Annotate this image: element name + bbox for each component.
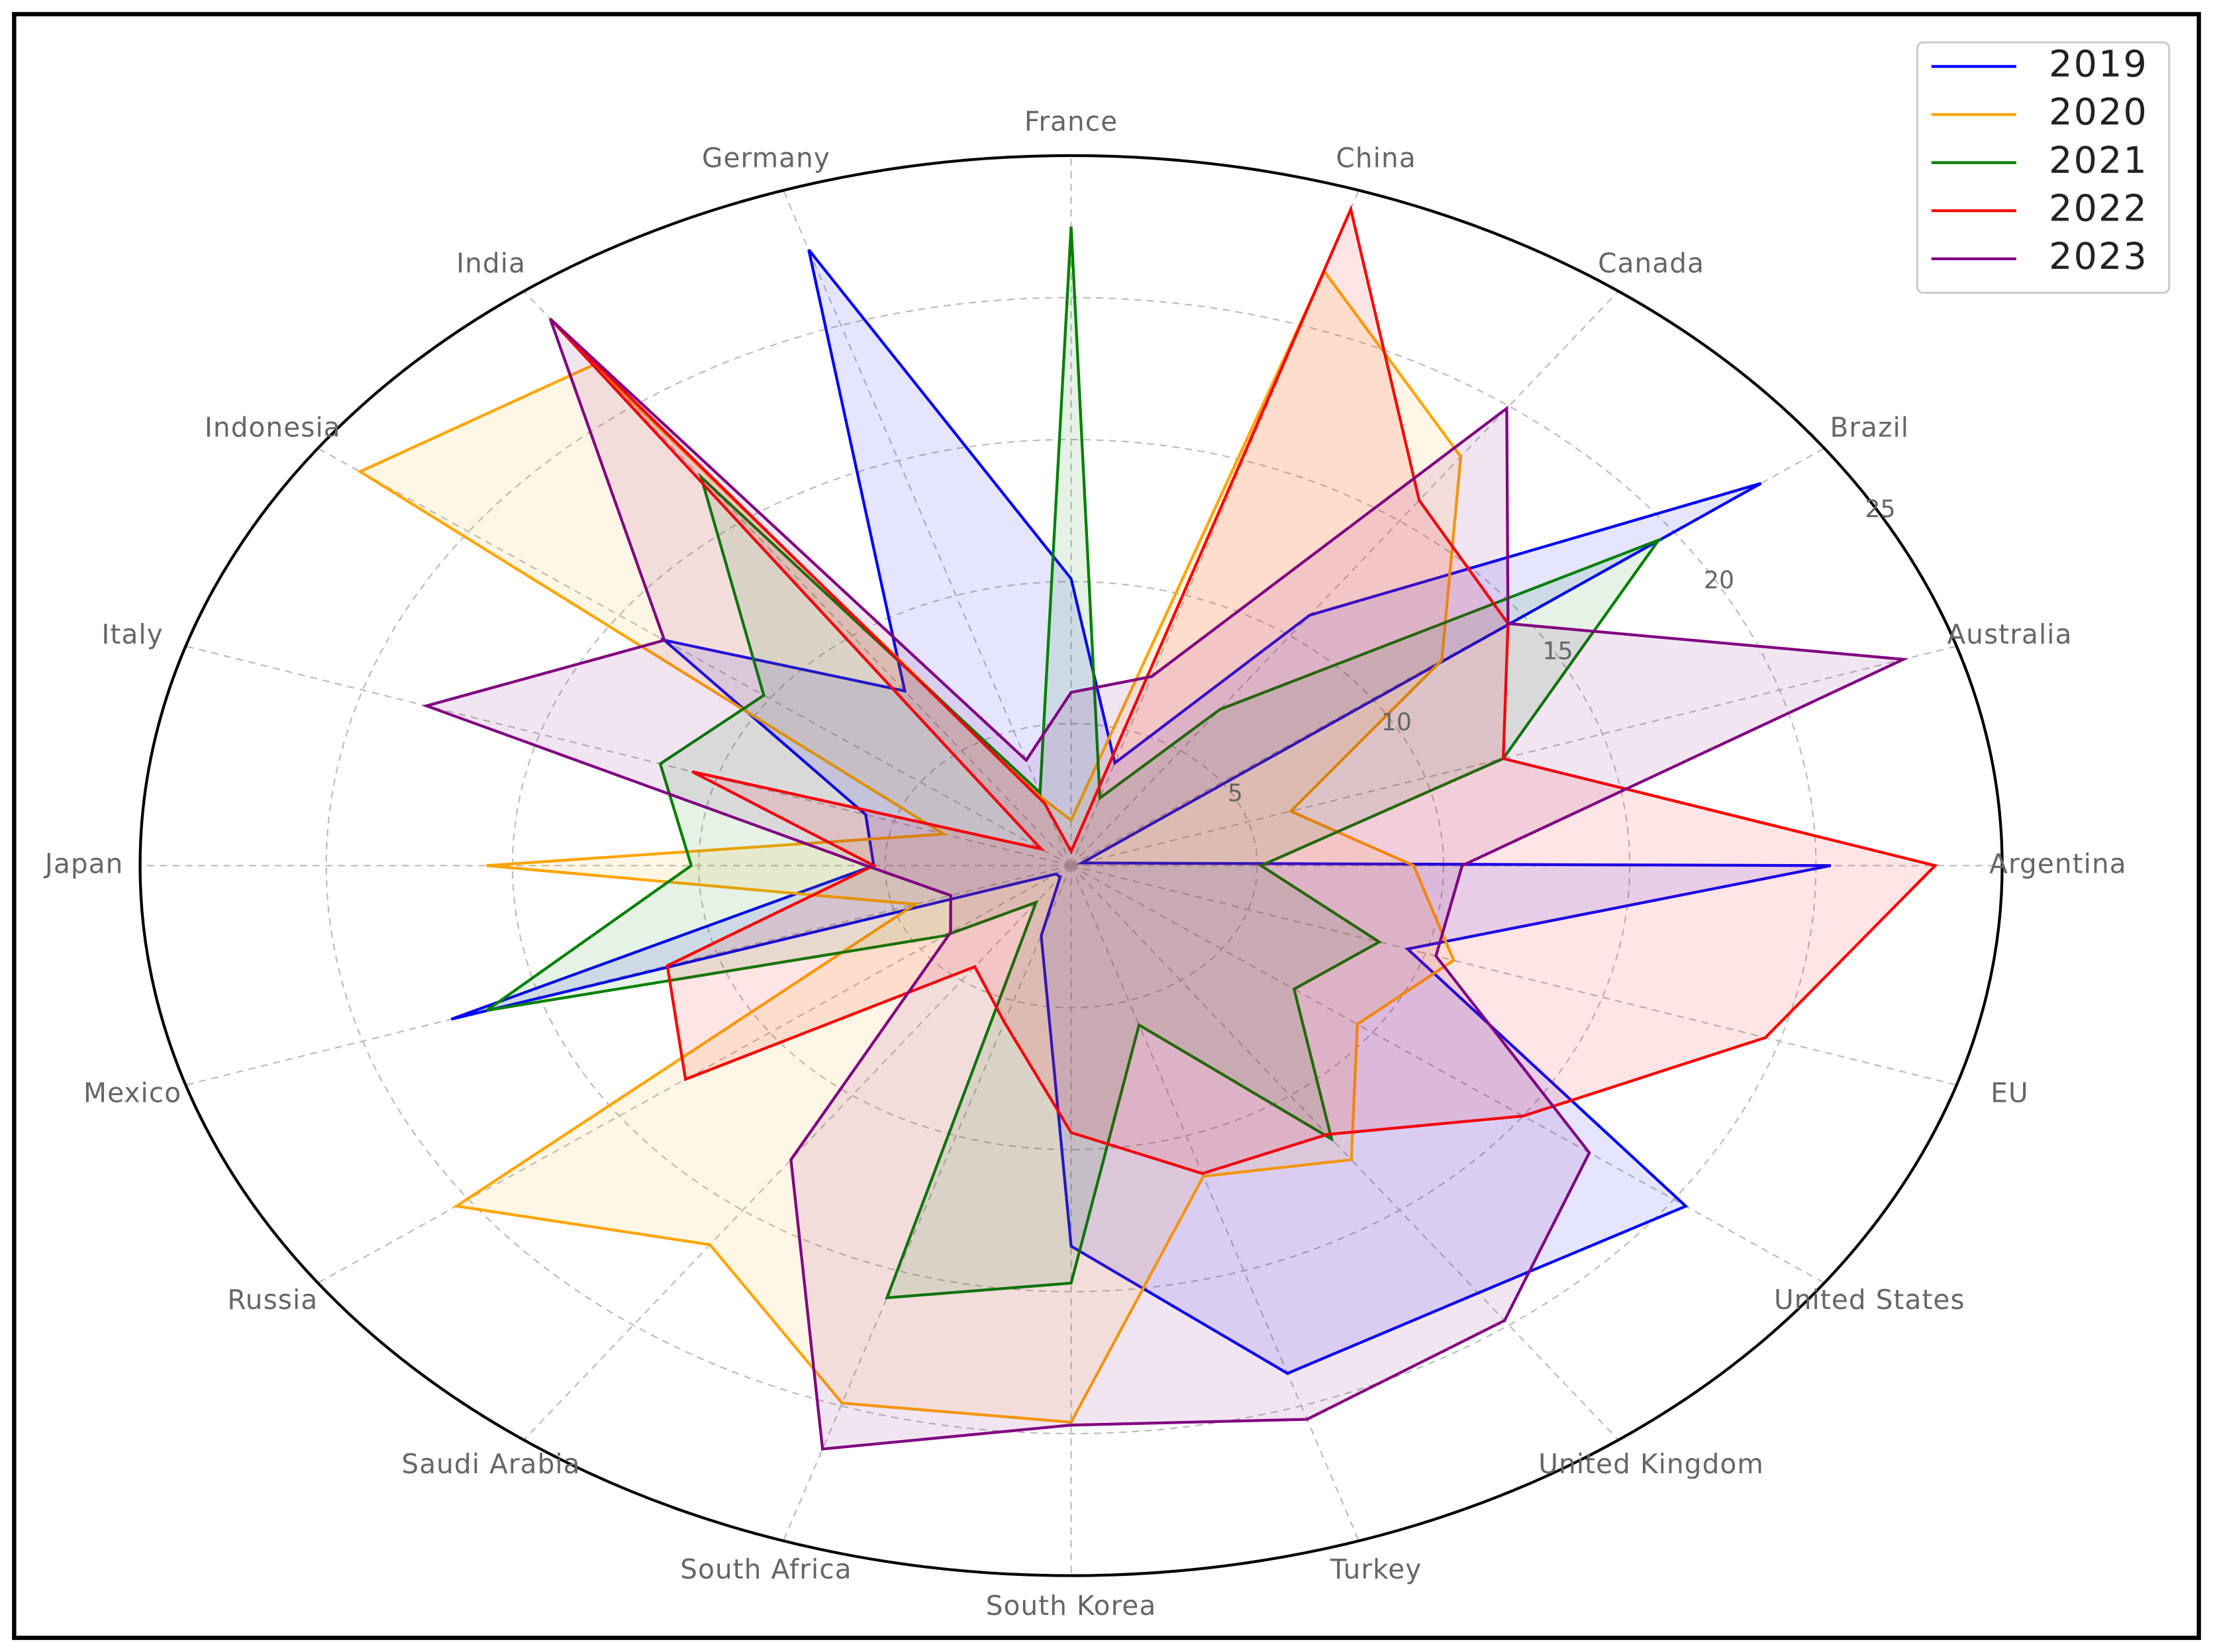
series-area (485, 226, 1663, 1300)
radial-tick-label: 20 (1704, 565, 1734, 594)
category-label: United Kingdom (1538, 1448, 1764, 1480)
category-label: France (1024, 106, 1118, 138)
labels: 5 10 15 20 25 Argentina Australia Brazil Canada C… (43, 106, 2127, 1622)
category-label: Australia (1947, 618, 2072, 650)
spoke (1070, 865, 1360, 1541)
series-area (422, 317, 1909, 1451)
category-label: Japan (43, 848, 124, 879)
category-label: Turkey (1330, 1553, 1422, 1585)
category-label: India (456, 248, 526, 279)
category-label: Saudi Arabia (401, 1448, 580, 1480)
category-label: Mexico (83, 1077, 181, 1109)
spoke (783, 865, 1072, 1541)
radial-tick-label: 5 (1228, 779, 1243, 807)
category-label: United States (1774, 1284, 1965, 1316)
category-label: Germany (702, 142, 830, 174)
frame (12, 12, 2201, 1640)
category-label: Brazil (1830, 412, 1909, 444)
spoke (523, 291, 1072, 867)
legend-label: 2023 (2049, 235, 2148, 278)
radial-tick-label: 15 (1542, 637, 1573, 665)
outer-ring (138, 154, 2004, 1577)
spoke (1070, 291, 1619, 867)
category-label: Argentina (1989, 848, 2127, 879)
grid (138, 154, 2004, 1577)
category-label: Italy (101, 618, 163, 650)
category-label: Canada (1598, 248, 1704, 279)
legend: 2019 2020 2021 2022 2023 (1916, 41, 2171, 294)
category-label: EU (1991, 1077, 2028, 1109)
spoke (1071, 865, 1825, 1284)
spoke (317, 448, 1072, 867)
legend-label: 2021 (2049, 139, 2148, 182)
category-label: South Africa (680, 1553, 852, 1585)
series-polygons (357, 205, 1938, 1451)
legend-label: 2022 (2049, 187, 2148, 230)
category-label: China (1336, 142, 1416, 174)
legend-label: 2019 (2049, 43, 2148, 86)
radial-tick-label: 25 (1865, 495, 1895, 523)
spoke (783, 190, 1072, 866)
category-label: Indonesia (205, 412, 341, 444)
legend-label: 2020 (2049, 91, 2148, 134)
category-label: Russia (227, 1284, 318, 1316)
series-area (549, 205, 1938, 1175)
radial-tick-label: 10 (1381, 708, 1412, 736)
category-label: South Korea (986, 1590, 1157, 1622)
legend-box (1916, 41, 2171, 294)
spoke (1070, 865, 1619, 1441)
